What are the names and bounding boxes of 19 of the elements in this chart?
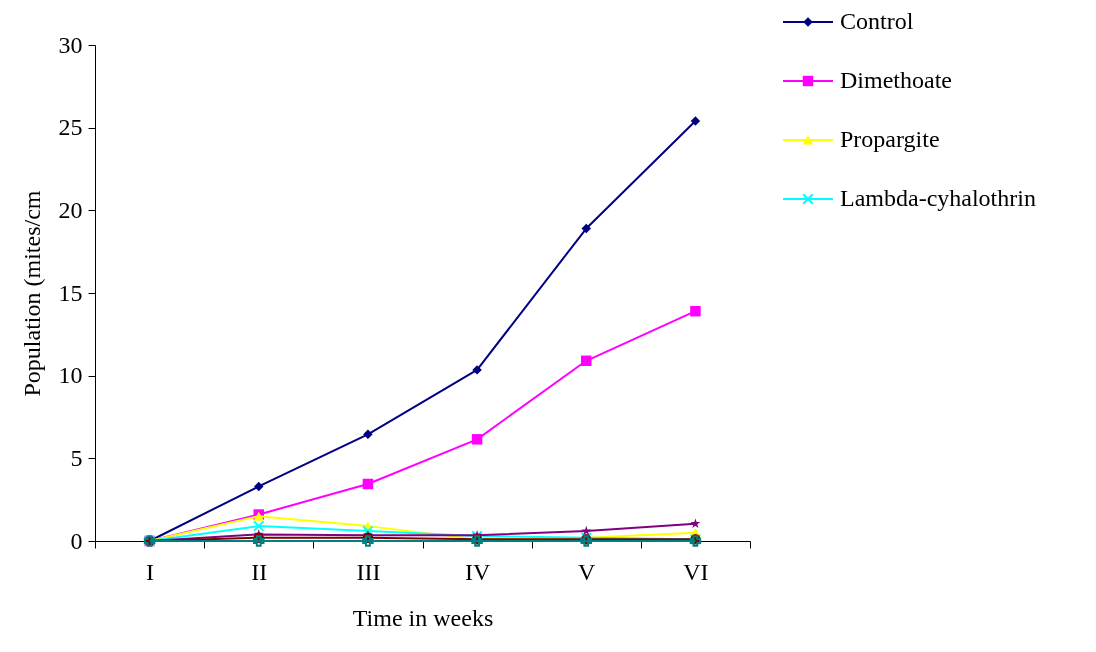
x-tick-label: II — [251, 558, 268, 585]
legend-label: Lambda-cyhalothrin — [840, 185, 1036, 211]
y-tick-label: 10 — [58, 362, 83, 389]
legend-label: Control — [840, 8, 914, 34]
x-axis-title: Time in weeks — [352, 604, 494, 631]
x-tick-label: I — [146, 558, 155, 585]
y-tick-label: 20 — [58, 196, 83, 223]
y-tick-label: 5 — [70, 444, 83, 471]
y-tick-label: 0 — [70, 527, 83, 554]
y-axis-title: Population (mites/cm — [18, 190, 45, 397]
x-tick-label: III — [356, 558, 381, 585]
y-tick-label: 25 — [58, 114, 83, 141]
x-tick-label: IV — [464, 558, 491, 585]
y-tick-label: 30 — [58, 31, 83, 58]
x-tick-label: V — [578, 558, 597, 585]
x-tick-label: VI — [683, 558, 709, 585]
legend-label: Propargite — [840, 126, 940, 152]
legend-label: Dimethoate — [840, 67, 952, 93]
y-tick-label: 15 — [58, 279, 83, 306]
